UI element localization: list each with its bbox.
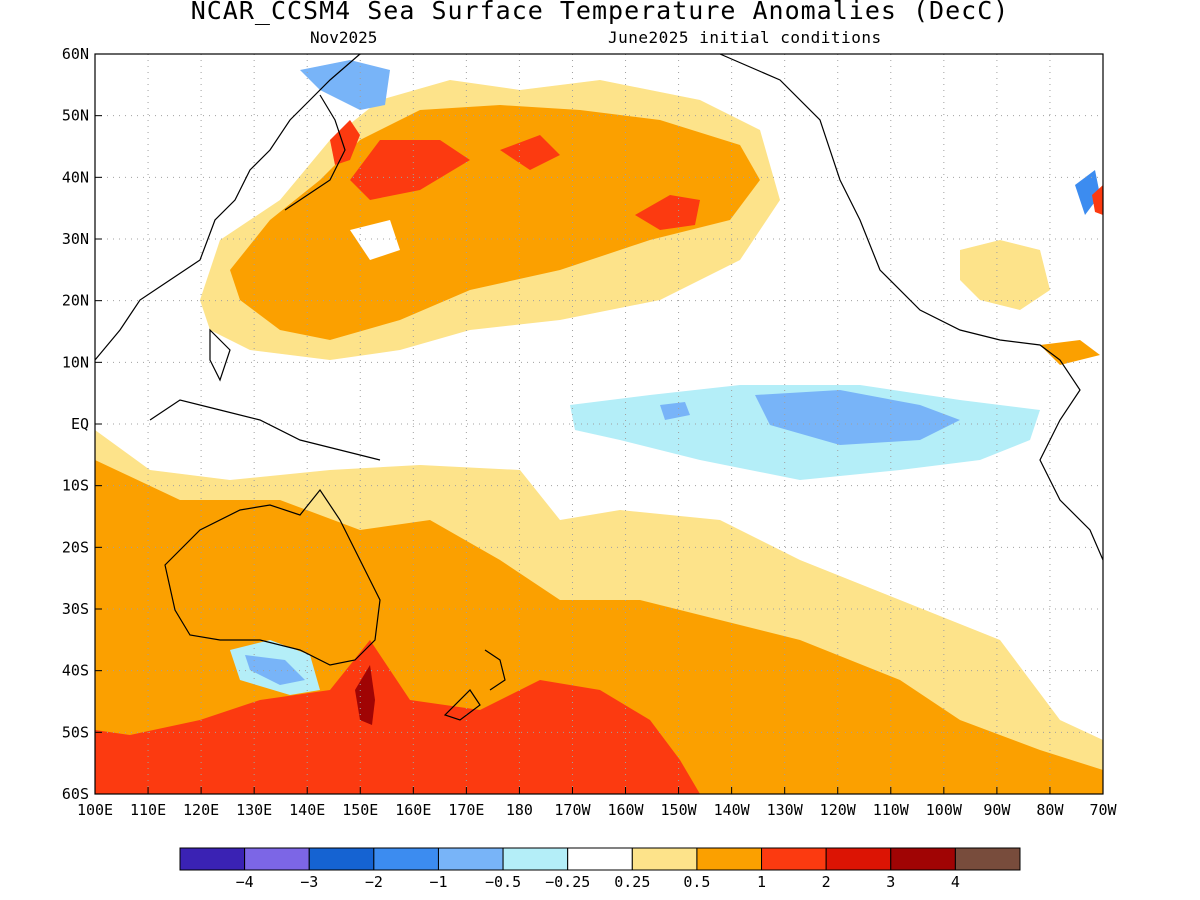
colorbar-labels: −4 −3 −2 −1 −0.5 −0.25 0.25 0.5 1 2 3 4 [236,873,960,891]
lat-label: 60S [62,785,89,803]
colorbar-label: 3 [886,873,895,891]
maritime-continent-outline [149,328,381,461]
colorbar-label: 4 [951,873,960,891]
colorbar-swatch [502,847,569,871]
lat-label: 10N [62,353,89,371]
lon-label: 120E [183,801,219,819]
lat-label: 40S [62,662,89,680]
japan-outline [284,94,346,211]
colorbar-swatch [244,847,310,871]
colorbar-swatch [825,847,892,871]
lon-label: 120W [820,801,857,819]
colorbar-label: 0.5 [683,873,710,891]
colorbar-swatch [761,847,827,871]
anomaly-region [1075,170,1100,215]
lon-label: 150E [342,801,378,819]
longitude-axis: 100E 110E 120E 130E 140E 150E 160E 170E 180 170W 1… [77,787,1118,819]
anomaly-region [755,390,960,445]
lon-label: 110W [873,801,910,819]
anomaly-region [330,120,360,165]
forecast-month: Nov2025 [310,28,378,47]
lon-label: 160W [607,801,644,819]
australia-outline [164,488,381,666]
colorbar-swatch [308,847,375,871]
colorbar-swatch [890,847,956,871]
lat-label: 20N [62,292,89,310]
lat-label: 50S [62,723,89,741]
north-america-outline [719,53,1104,561]
anomaly-region [500,135,560,170]
coastlines [94,53,1104,721]
colorbar-swatch [696,847,763,871]
map-title: NCAR_CCSM4 Sea Surface Temperature Anoma… [190,0,1010,25]
lon-label: 130E [236,801,272,819]
colorbar-swatch [954,847,1021,871]
lat-label: 10S [62,477,89,495]
lat-label: 40N [62,168,89,186]
lon-label: 110E [130,801,166,819]
anomaly-region [1092,185,1103,215]
colorbar-label: −2 [365,873,383,891]
lat-lon-grid [95,54,1103,794]
colorbar-swatch [567,847,633,871]
lat-label: 30N [62,230,89,248]
anomaly-region [660,402,690,420]
colorbar-label: −0.25 [545,873,590,891]
anomaly-region [350,220,400,260]
lon-label: 140E [289,801,325,819]
lon-label: 180 [506,801,533,819]
anomaly-region [300,60,390,110]
anomaly-region [245,655,305,685]
lon-label: 80W [1036,801,1064,819]
colorbar-swatch [179,847,246,871]
colorbar-label: 0.25 [614,873,650,891]
lat-label: 60N [62,45,89,63]
lon-label: 130W [767,801,804,819]
lon-label: 160E [395,801,431,819]
colorbar-swatch [437,847,504,871]
colorbar-label: −1 [429,873,447,891]
anomaly-region [960,240,1050,310]
latitude-axis: 60N 50N 40N 30N 20N 10N EQ 10S 20S 30S 40S 50S 60S [62,45,102,803]
anomaly-region [635,195,700,230]
lon-label: 170W [554,801,591,819]
lon-label: 70W [1089,801,1117,819]
lon-label: 100W [926,801,963,819]
anomaly-region [350,140,470,200]
lon-label: 170E [448,801,484,819]
lon-label: 90W [983,801,1011,819]
colorbar-label: −0.5 [485,873,521,891]
colorbar-label: −4 [236,873,254,891]
lon-label: 150W [661,801,698,819]
lon-label: 140W [714,801,751,819]
anomaly-region [95,640,700,794]
new-zealand-outline [443,649,506,721]
anomaly-region [1040,340,1100,365]
lat-label: 50N [62,107,89,125]
lat-label: EQ [71,415,89,433]
east-asia-outline [94,53,361,361]
colorbar-label: 2 [822,873,831,891]
colorbar-label: −3 [300,873,318,891]
colorbar-label: 1 [757,873,766,891]
initial-conditions: June2025 initial conditions [608,28,882,47]
colorbar-swatch [373,847,439,871]
colorbar-swatch [631,847,698,871]
anomaly-region [355,665,375,725]
lat-label: 20S [62,538,89,556]
lat-label: 30S [62,600,89,618]
lon-label: 100E [77,801,113,819]
colorbar [179,847,1021,871]
